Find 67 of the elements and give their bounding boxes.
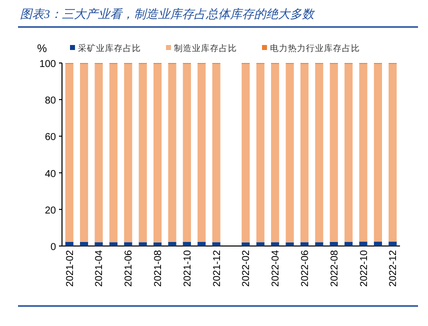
bar <box>109 242 118 246</box>
x-tick-label: 2021-10 <box>182 250 194 287</box>
x-tick-label: 2022-02 <box>241 250 252 287</box>
x-tick-label: 2022-04 <box>270 250 282 287</box>
bar <box>212 242 220 246</box>
bar <box>138 242 147 246</box>
legend-label: 电力热力行业库存占比 <box>270 43 360 53</box>
bar <box>315 64 324 242</box>
y-tick-label: 0 <box>50 242 56 253</box>
y-tick-label: 40 <box>44 168 56 180</box>
bar <box>80 64 88 242</box>
x-tick-label: 2021-02 <box>64 250 76 287</box>
y-tick-label: 60 <box>44 132 56 144</box>
bar <box>182 64 191 242</box>
y-tick-label: 100 <box>39 59 56 70</box>
bar <box>242 64 250 242</box>
bar <box>388 242 397 246</box>
bar <box>344 64 353 242</box>
bar <box>109 64 118 242</box>
bar <box>300 64 309 242</box>
legend-label: 制造业库存占比 <box>174 43 237 53</box>
x-tick-label: 2022-08 <box>329 250 340 287</box>
bar <box>286 64 294 242</box>
bar <box>198 64 206 242</box>
bar <box>65 242 74 246</box>
bar <box>138 64 147 242</box>
bar <box>256 64 264 242</box>
y-axis-title: % <box>37 43 48 55</box>
bar <box>153 242 162 246</box>
bar <box>374 64 382 242</box>
bar <box>388 64 397 242</box>
bar <box>242 242 250 246</box>
x-tick-label: 2022-10 <box>358 250 370 287</box>
bar <box>359 64 368 242</box>
bar <box>286 242 294 246</box>
y-tick-label: 20 <box>44 205 56 216</box>
bar <box>271 64 280 242</box>
bar <box>80 242 88 246</box>
x-tick-label: 2022-12 <box>388 250 400 287</box>
bar <box>94 242 103 246</box>
bar <box>124 242 132 246</box>
y-tick-label: 80 <box>44 96 56 107</box>
bar <box>271 242 280 246</box>
bar <box>182 242 191 246</box>
bar <box>300 242 309 246</box>
bar <box>94 64 103 242</box>
x-tick-label: 2021-04 <box>94 250 106 287</box>
bar <box>168 64 176 242</box>
bar <box>344 242 353 246</box>
bar <box>65 64 74 242</box>
x-tick-label: 2022-06 <box>300 250 311 287</box>
bar <box>330 64 338 242</box>
x-tick-label: 2021-12 <box>212 250 223 287</box>
bar <box>330 242 338 246</box>
legend-label: 采矿业库存占比 <box>78 43 141 53</box>
bar <box>315 242 324 246</box>
bar <box>359 242 368 246</box>
x-tick-label: 2021-08 <box>153 250 164 287</box>
bar <box>153 64 162 242</box>
x-tick-label: 2021-06 <box>124 250 135 287</box>
bar <box>168 242 176 246</box>
chart-title: 图表3：三大产业看，制造业库存占总体库存的绝大多数 <box>20 7 316 21</box>
bar <box>374 242 382 246</box>
bar <box>124 64 132 242</box>
bar <box>256 242 264 246</box>
bar <box>212 64 220 242</box>
bar <box>198 242 206 246</box>
